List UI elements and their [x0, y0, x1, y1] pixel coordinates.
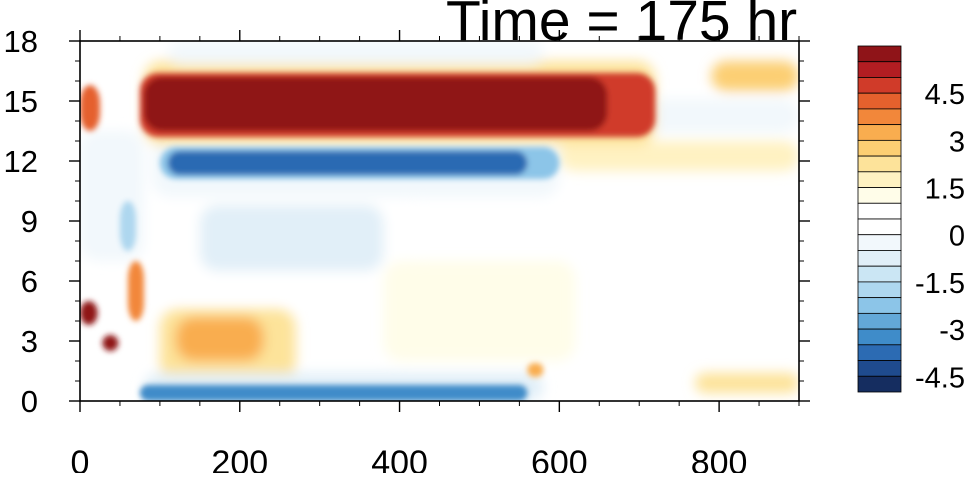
- colorbar-swatch: [857, 312, 902, 330]
- y-tick-label: 18: [4, 24, 38, 59]
- colorbar-label: -3: [939, 315, 965, 347]
- colorbar-swatch: [857, 375, 902, 393]
- y-tick-label: 6: [21, 264, 38, 299]
- colorbar-swatch: [857, 155, 902, 173]
- colorbar-swatch: [857, 344, 902, 361]
- colorbar-swatch: [857, 360, 902, 377]
- colorbar-swatch: [857, 61, 902, 78]
- colorbar-swatch: [857, 108, 902, 126]
- x-tick-label: 0: [71, 444, 90, 473]
- y-tick-label: 9: [21, 204, 38, 239]
- colorbar-swatch: [857, 328, 902, 346]
- colorbar-swatch: [857, 92, 902, 110]
- strong-negative-band: [167, 151, 528, 175]
- field-sharp-layer: [80, 73, 656, 401]
- negative-band-surface: [139, 385, 528, 401]
- colorbar-swatch: [857, 281, 902, 299]
- positive-strip: [127, 261, 144, 321]
- colorbar-label: -1.5: [915, 268, 965, 300]
- heatmap-field: [80, 41, 799, 401]
- positive-cell: [527, 363, 544, 377]
- colorbar-swatch: [857, 250, 902, 267]
- positive-cell: [80, 85, 100, 131]
- weak-negative-region: [199, 205, 384, 271]
- weak-positive-region: [559, 141, 799, 171]
- colorbar: 4.5 3 1.5 0 -1.5 -3 -4.5: [857, 45, 965, 394]
- colorbar-swatch: [857, 77, 902, 94]
- colorbar-label: 4.5: [925, 79, 965, 111]
- y-tick-label: 0: [21, 384, 38, 419]
- chart-title: Time = 175 hr: [446, 0, 798, 53]
- strong-positive-band: [143, 77, 608, 131]
- colorbar-label: 1.5: [925, 174, 965, 206]
- weak-positive-region: [383, 261, 576, 361]
- colorbar-label: 3: [949, 126, 965, 158]
- colorbar-label: -4.5: [915, 362, 965, 394]
- colorbar-swatch: [857, 187, 902, 204]
- y-tick-label: 15: [4, 84, 38, 119]
- weak-negative-top: [167, 41, 544, 65]
- positive-region: [175, 317, 264, 361]
- colorbar-swatch: [857, 218, 902, 236]
- colorbar-swatch: [857, 202, 902, 220]
- colorbar-label: 0: [949, 221, 965, 253]
- weak-positive-cell: [695, 373, 799, 393]
- x-tick-label: 200: [211, 444, 268, 473]
- negative-strip: [119, 201, 136, 251]
- colorbar-swatch: [857, 234, 902, 251]
- positive-cell: [102, 335, 119, 351]
- y-tick-label: 3: [21, 324, 38, 359]
- weak-positive-cell: [711, 61, 799, 91]
- x-tick-label: 400: [371, 444, 428, 473]
- x-tick-label: 800: [691, 444, 748, 473]
- colorbar-swatch: [857, 171, 902, 188]
- colorbar-swatch: [857, 265, 902, 283]
- colorbar-swatch: [857, 45, 902, 63]
- y-tick-label: 12: [4, 144, 38, 179]
- colorbar-swatch: [857, 124, 902, 141]
- axes: 0 200 400 600 800 0 3 6 9 12 15 18: [4, 24, 810, 478]
- colorbar-swatch: [857, 139, 902, 157]
- positive-cell: [80, 301, 98, 325]
- colorbar-swatch: [857, 297, 902, 314]
- x-tick-label: 600: [531, 444, 588, 473]
